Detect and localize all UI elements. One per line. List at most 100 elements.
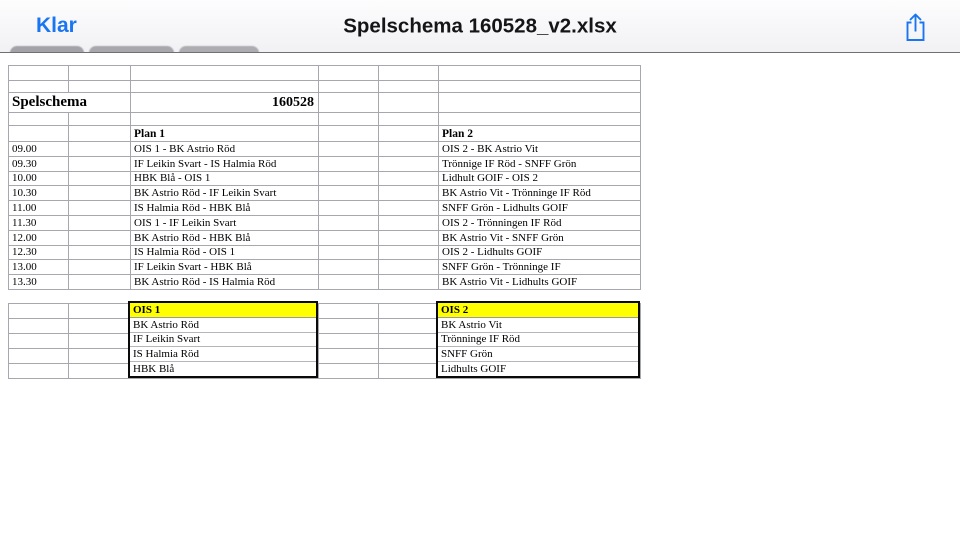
group-header: OIS 2 [438,303,638,318]
time-cell: 13.00 [9,260,69,276]
empty-cell [131,113,319,126]
plan1-match-cell: IF Leikin Svart - IS Halmia Röd [131,156,319,172]
empty-cell [379,156,439,172]
empty-cell [9,66,69,81]
empty-cell [69,81,131,93]
empty-cell [69,142,131,157]
document-title: Spelschema 160528_v2.xlsx [343,14,617,38]
plan2-match-cell: SNFF Grön - Lidhults GOIF [439,201,641,216]
empty-cell [439,113,641,126]
group-header: OIS 1 [130,303,316,318]
empty-cell [379,201,439,216]
empty-cell [69,275,131,290]
plan2-match-cell: BK Astrio Vit - SNFF Grön [439,230,641,246]
empty-cell [379,260,439,276]
time-cell: 12.00 [9,230,69,246]
navigation-bar: Klar Spelschema 160528_v2.xlsx [0,0,960,53]
empty-cell [379,245,439,261]
group-team: HBK Blå [133,363,175,376]
empty-cell [319,156,379,172]
sheet-title-cell: Spelschema [9,93,131,113]
empty-cell [69,349,131,364]
empty-cell [379,349,439,364]
sheet-date-cell: 160528 [131,93,319,113]
plan1-match-cell: IF Leikin Svart - HBK Blå [131,260,319,276]
empty-cell [379,230,439,246]
empty-cell [379,215,439,231]
empty-cell [131,364,319,379]
group-box-ois-2: OIS 2 BK Astrio Vit Trönninge IF Röd SNFF G… [436,301,640,378]
background-tab [89,46,174,53]
empty-cell [69,215,131,231]
plan1-match-cell: IS Halmia Röd - OIS 1 [131,245,319,261]
empty-cell [9,364,69,379]
empty-cell [9,81,69,93]
empty-cell [9,113,69,126]
plan1-match-cell: BK Astrio Röd - IS Halmia Röd [131,275,319,290]
empty-cell [319,349,379,364]
empty-cell [379,186,439,202]
empty-cell [69,364,131,379]
empty-cell [131,66,319,81]
time-cell: 11.00 [9,201,69,216]
plan2-match-cell: OIS 2 - BK Astrio Vit [439,142,641,157]
empty-cell [319,186,379,202]
empty-cell [319,215,379,231]
plan1-header-cell: Plan 1 [131,126,319,142]
plan2-header-cell: Plan 2 [439,126,641,142]
empty-cell [319,275,379,290]
empty-cell [319,319,379,334]
empty-cell [69,319,131,334]
empty-cell [319,364,379,379]
plan1-match-cell: OIS 1 - IF Leikin Svart [131,215,319,231]
empty-cell [69,126,131,142]
empty-cell [69,230,131,246]
plan2-match-cell: BK Astrio Vit - Lidhults GOIF [439,275,641,290]
empty-cell [379,275,439,290]
time-cell: 11.30 [9,215,69,231]
empty-cell [9,304,69,319]
time-cell: 13.30 [9,275,69,290]
empty-cell [319,304,379,319]
time-cell: 09.30 [9,156,69,172]
background-tab [179,46,259,53]
group-team: Lidhults GOIF [441,363,507,376]
plan1-match-cell: BK Astrio Röd - HBK Blå [131,230,319,246]
time-cell: 10.00 [9,171,69,187]
empty-cell [439,93,641,113]
plan1-match-cell: HBK Blå - OIS 1 [131,171,319,187]
plan1-match-cell: BK Astrio Röd - IF Leikin Svart [131,186,319,202]
empty-cell [379,304,439,319]
empty-cell [319,171,379,187]
empty-cell [379,364,439,379]
share-button[interactable] [899,10,931,44]
empty-cell [319,142,379,157]
empty-cell [319,126,379,142]
plan1-match-cell: IS Halmia Röd - HBK Blå [131,201,319,216]
schedule-grid: Spelschema 160528 Plan 1 Plan 2 09.00 OIS 1 -… [8,65,641,290]
empty-cell [379,113,439,126]
empty-cell [319,230,379,246]
empty-cell [439,66,641,81]
empty-cell [69,113,131,126]
background-tab [10,46,84,53]
spreadsheet-preview[interactable]: Spelschema 160528 Plan 1 Plan 2 09.00 OIS 1 -… [0,53,960,540]
empty-cell [69,260,131,276]
empty-cell [379,66,439,81]
empty-cell [69,201,131,216]
done-button[interactable]: Klar [36,0,77,52]
empty-cell [9,349,69,364]
empty-cell [319,81,379,93]
empty-cell [319,93,379,113]
time-cell: 12.30 [9,245,69,261]
share-icon [899,12,931,43]
empty-cell [379,334,439,349]
plan2-match-cell: OIS 2 - Trönningen IF Röd [439,215,641,231]
group-box-ois-1: OIS 1 BK Astrio Röd IF Leikin Svart IS Halm… [128,301,318,378]
plan2-match-cell: OIS 2 - Lidhults GOIF [439,245,641,261]
empty-cell [379,93,439,113]
empty-cell [439,364,641,379]
empty-cell [319,66,379,81]
group-team: BK Astrio Vit [438,318,638,333]
empty-cell [69,304,131,319]
